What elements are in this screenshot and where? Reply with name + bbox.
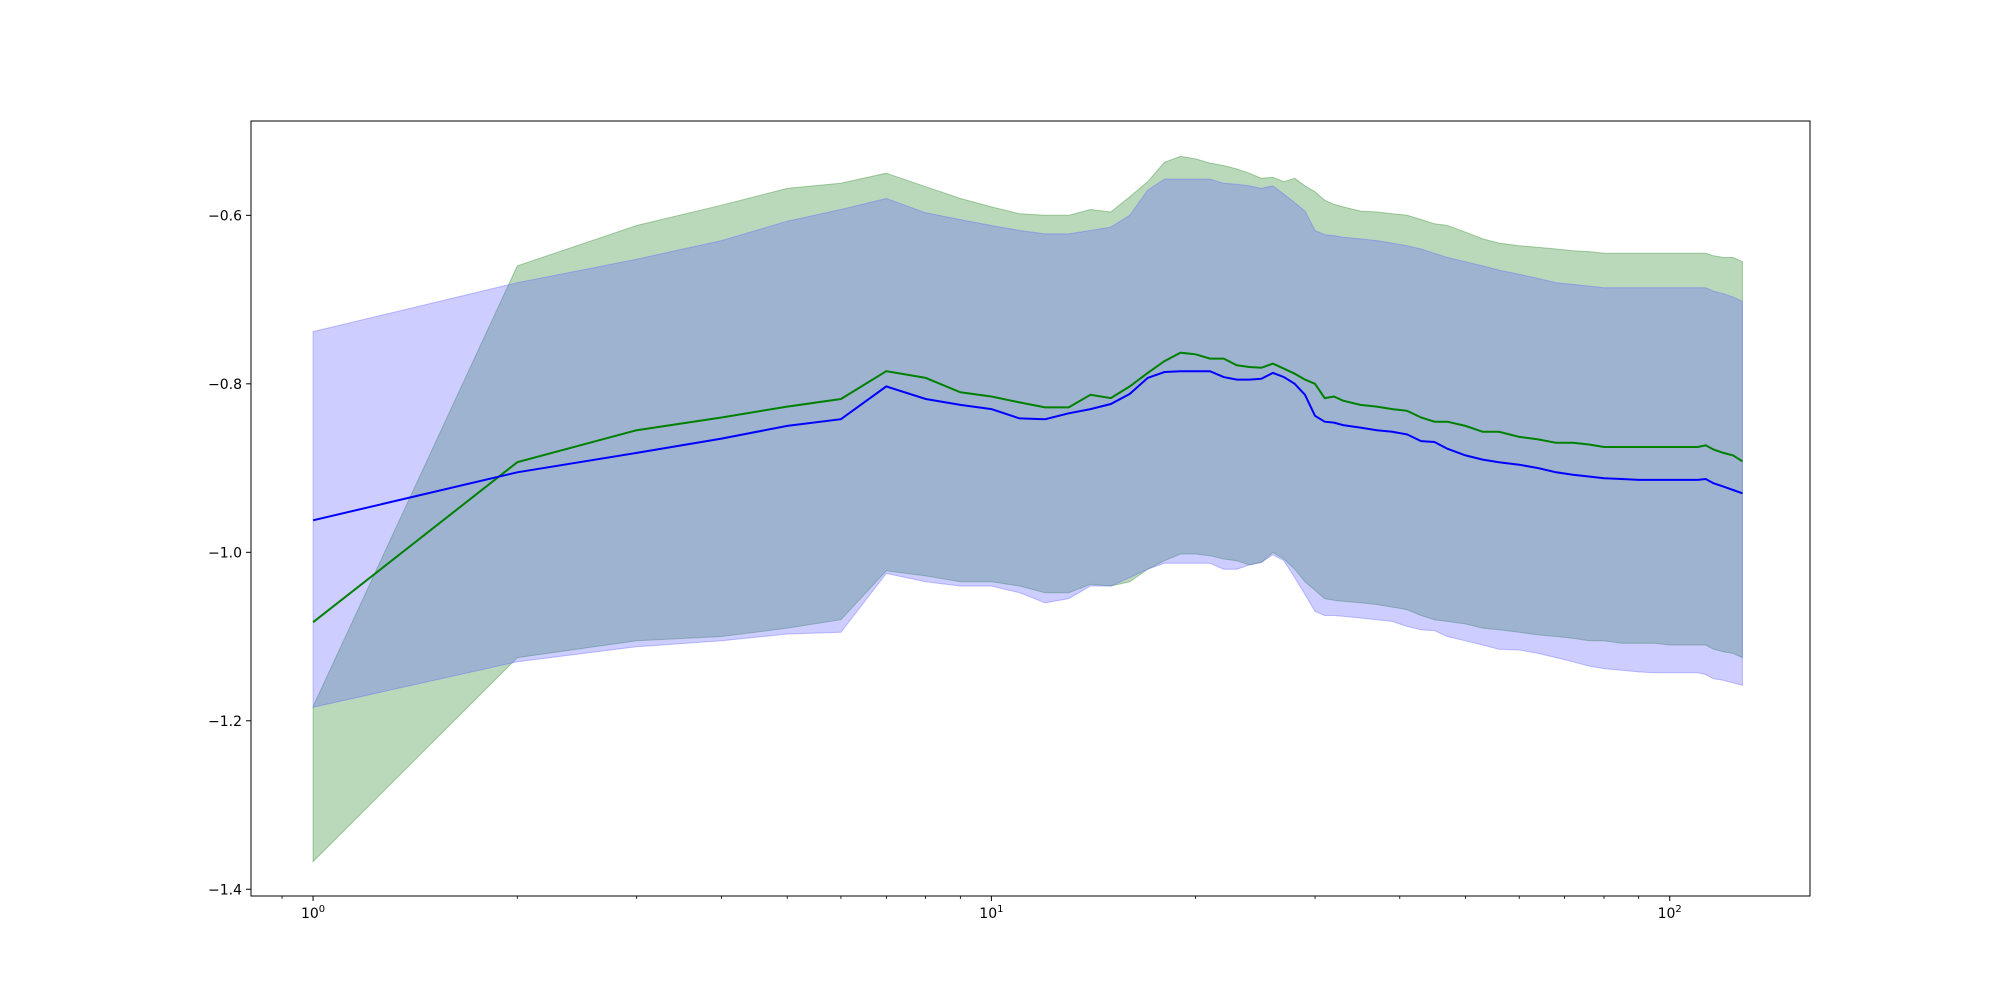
mean-line-1: [312, 370, 1743, 522]
mean-lines: [312, 351, 1743, 623]
y-tick-label: −1.4: [208, 882, 242, 898]
y-tick-label: −1.0: [208, 545, 242, 561]
y-tick-label: −0.6: [208, 208, 242, 224]
y-tick-label: −0.8: [208, 377, 242, 393]
plot-frame: [250, 120, 1811, 897]
band-0: [312, 155, 1743, 863]
y-axis: −0.6 −0.8 −1.0 −1.2 −1.4: [208, 208, 251, 898]
x-tick-label: 100: [301, 904, 325, 922]
x-tick-label: 102: [1658, 904, 1682, 922]
y-tick-label: −1.2: [208, 714, 242, 730]
x-tick-label: 101: [979, 904, 1003, 922]
x-axis: 100 101 102: [281, 896, 1682, 922]
mean-line-0: [312, 351, 1743, 623]
band-1: [312, 178, 1743, 708]
confidence-bands: [312, 155, 1743, 863]
